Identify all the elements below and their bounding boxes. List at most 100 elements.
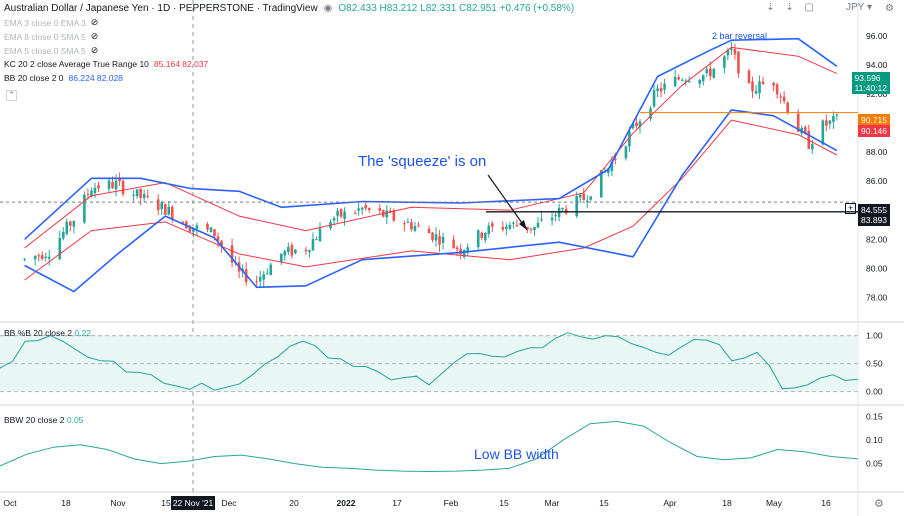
- indicator-values: 86.224 82.028: [68, 73, 123, 83]
- currency-selector[interactable]: JPY ▾: [846, 2, 872, 13]
- time-tick-label: 16: [821, 498, 831, 508]
- candle-body: [512, 222, 515, 224]
- arrow-down-alt-icon[interactable]: ⇣: [785, 2, 794, 13]
- candle-body: [339, 209, 343, 217]
- candle-body: [318, 228, 322, 242]
- currency-label[interactable]: JPY: [846, 2, 865, 13]
- candle-body: [466, 247, 469, 253]
- keltner-lower-band: [24, 119, 838, 281]
- candle-body: [280, 253, 283, 263]
- time-tick-label: 20: [289, 498, 299, 508]
- level-a-tag: 84.555: [858, 204, 890, 216]
- candle-body: [61, 232, 65, 239]
- candle-body: [441, 236, 445, 243]
- indicator-row[interactable]: EMA 3 close 0 EMA 3 ⊘: [4, 17, 98, 28]
- eye-hidden-icon[interactable]: ⊘: [90, 31, 99, 41]
- candle-body: [614, 159, 617, 161]
- price-tick-label: 96.00: [866, 31, 888, 41]
- bar-countdown: 11:40:12: [854, 83, 887, 93]
- candle-body: [600, 170, 603, 198]
- eye-icon[interactable]: ◉: [323, 3, 333, 14]
- candle-body: [188, 227, 192, 232]
- candle-body: [269, 264, 273, 276]
- indicator-label: EMA 3 close 0 EMA 3: [4, 17, 86, 28]
- indicator-row[interactable]: BB 20 close 2 0 86.224 82.028: [4, 73, 123, 83]
- bb-width-pane[interactable]: [0, 420, 859, 473]
- add-alert-icon[interactable]: +: [845, 203, 856, 214]
- candle-body: [737, 51, 740, 74]
- candle-body: [810, 144, 814, 150]
- time-tick-label: 18: [61, 498, 71, 508]
- bbw-tick-label: 0.05: [866, 459, 883, 469]
- candle-body: [290, 244, 294, 256]
- symbol-title[interactable]: Australian Dollar / Japanese Yen · 1D · …: [4, 3, 318, 14]
- chart-header: Australian Dollar / Japanese Yen · 1D · …: [4, 3, 574, 14]
- arrow-down-icon[interactable]: ⇣: [766, 2, 775, 13]
- bbw-line: [0, 420, 859, 473]
- candle-body: [480, 232, 484, 238]
- indicator-row[interactable]: KC 20 2 close Average True Range 10 85.16…: [4, 59, 208, 69]
- candle-body: [111, 181, 114, 188]
- candle-body: [684, 80, 687, 82]
- candle-body: [118, 178, 121, 182]
- candle-body: [656, 88, 659, 92]
- price-pane[interactable]: [0, 37, 858, 293]
- bbw-tick-label: 0.15: [866, 412, 883, 422]
- time-tick-label: Feb: [444, 498, 459, 508]
- ohlc-readout: O82.433 H83.212 L82.331 C82.951 +0.476 (…: [338, 3, 575, 14]
- candle-body: [709, 68, 712, 77]
- bb-percent-b-pane[interactable]: [0, 332, 859, 393]
- candle-body: [825, 120, 828, 126]
- time-tick-label: 15: [599, 498, 609, 508]
- candle-body: [336, 210, 339, 216]
- level-b-tag: 83.893: [858, 214, 890, 226]
- collapse-legend-icon[interactable]: ⌃: [6, 90, 17, 101]
- price-tick-label: 78.00: [866, 292, 888, 302]
- candle-body: [821, 120, 825, 145]
- candle-body: [406, 222, 410, 224]
- candle-body: [526, 226, 529, 230]
- window-icon[interactable]: ▢: [804, 2, 814, 13]
- candle-body: [230, 245, 234, 263]
- candle-body: [192, 228, 195, 232]
- candle-body: [761, 81, 765, 85]
- candle-body: [733, 49, 737, 55]
- candle-body: [160, 202, 164, 210]
- candle-body: [97, 185, 100, 189]
- candle-body: [385, 210, 389, 218]
- candle-body: [564, 208, 568, 214]
- candle-body: [501, 226, 505, 230]
- candle-body: [610, 161, 614, 172]
- candle-body: [367, 208, 371, 210]
- candle-body: [550, 217, 554, 221]
- indicator-row[interactable]: EMA 8 close 0 SMA 5 ⊘: [4, 31, 98, 42]
- candle-body: [311, 239, 315, 251]
- indicator-row[interactable]: EMA 5 close 0 SMA 5 ⊘: [4, 45, 98, 56]
- candle-body: [360, 207, 364, 210]
- candle-body: [171, 206, 174, 220]
- candle-body: [357, 208, 360, 211]
- candle-body: [343, 211, 346, 219]
- candle-body: [156, 199, 160, 210]
- candle-body: [114, 180, 118, 190]
- pctb-value: 0.22: [74, 328, 91, 338]
- time-tick-label: 18: [722, 498, 732, 508]
- eye-hidden-icon[interactable]: ⊘: [90, 45, 99, 55]
- candle-body: [304, 249, 308, 252]
- pctb-line: [0, 332, 859, 391]
- settings-gear-icon[interactable]: ⚙: [885, 3, 894, 14]
- candle-body: [206, 223, 209, 230]
- candle-body: [582, 193, 586, 200]
- eye-hidden-icon[interactable]: ⊘: [90, 17, 99, 27]
- candle-body: [40, 254, 44, 259]
- indicator-label: EMA 8 close 0 SMA 5: [4, 31, 86, 42]
- time-tick-label: 2022: [337, 498, 356, 508]
- candle-body: [554, 215, 557, 217]
- chart-settings-icon[interactable]: ⚙: [874, 498, 884, 510]
- candle-body: [413, 226, 417, 231]
- candle-body: [438, 236, 441, 245]
- time-tick-label: 17: [392, 498, 402, 508]
- candle-body: [698, 79, 702, 84]
